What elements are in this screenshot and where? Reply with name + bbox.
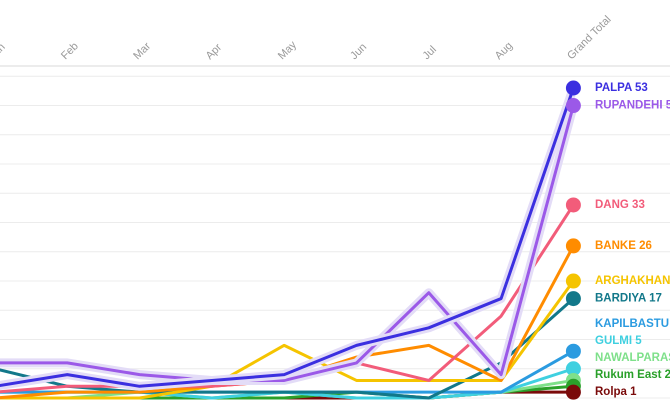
series-label: ARGHAKHANCHI 20 [595, 275, 670, 287]
series-line [0, 87, 575, 388]
series-label: RUPANDEHI 50 [595, 100, 670, 112]
end-marker [565, 98, 581, 114]
series-line [0, 297, 575, 400]
series-label: Rolpa 1 [595, 386, 637, 398]
x-tick-label: Jan [0, 41, 8, 62]
end-marker [565, 291, 581, 307]
end-marker [565, 343, 581, 359]
end-marker [565, 197, 581, 213]
series-label: KAPILBASTU 8 [595, 318, 670, 330]
series-line [0, 105, 575, 382]
series-label: Rukum East 2 [595, 369, 670, 381]
x-tick-label: Apr [204, 41, 225, 62]
line-halo [0, 86, 578, 391]
series-label: NAWALPARASI WEST 3 [595, 352, 670, 364]
x-tick-label: Jul [420, 44, 438, 62]
series-label: BARDIYA 17 [595, 293, 662, 305]
x-tick-label: Aug [493, 40, 515, 62]
end-marker [565, 80, 581, 96]
series-label: GULMI 5 [595, 335, 642, 347]
end-marker [565, 273, 581, 289]
end-marker [565, 384, 581, 400]
x-tick-label: Mar [131, 40, 153, 62]
x-tick-label: Grand Total [565, 14, 614, 63]
series-label: DANG 33 [595, 199, 645, 211]
x-tick-label: May [276, 39, 300, 63]
x-tick-label: Jun [348, 41, 369, 62]
end-marker [565, 238, 581, 254]
x-tick-label: Feb [59, 40, 81, 62]
end-marker [565, 361, 581, 377]
series-label: PALPA 53 [595, 82, 648, 94]
series-line [0, 280, 575, 400]
series-label: BANKE 26 [595, 240, 652, 252]
